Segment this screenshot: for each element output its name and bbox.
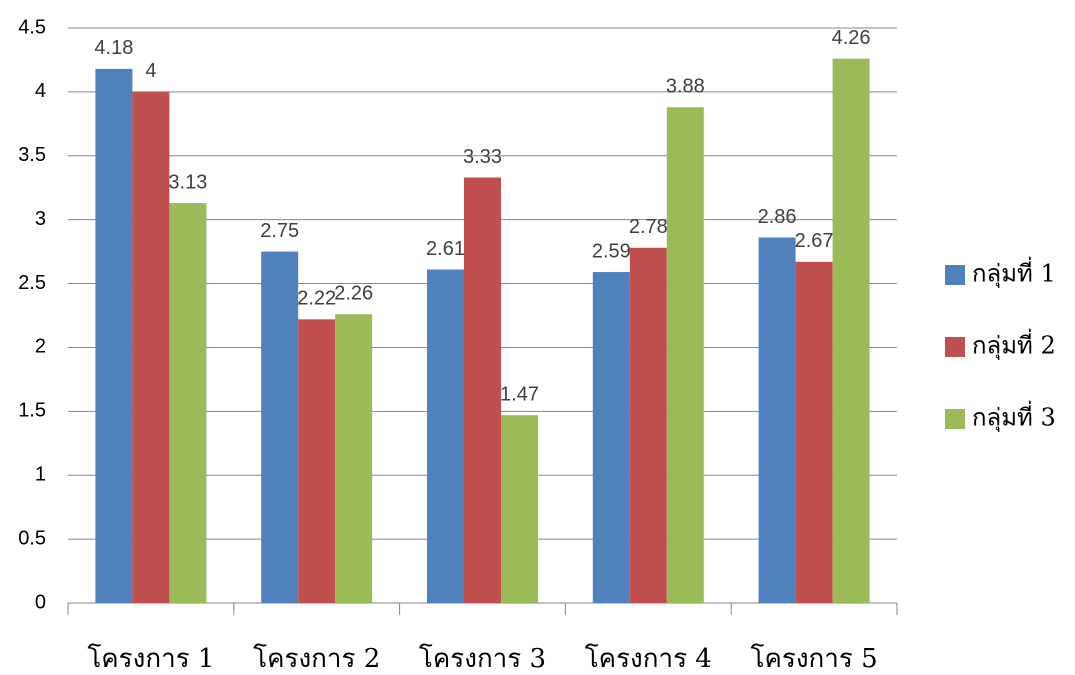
data-label: 2.61 [426,238,465,260]
y-tick-label: 1 [35,464,46,486]
bar [629,247,667,603]
data-label: 1.47 [500,383,539,405]
y-tick-label: 3 [35,208,46,230]
data-label: 2.59 [592,240,631,262]
data-label: 2.22 [297,288,336,310]
data-label: 3.13 [168,171,207,193]
bar [335,314,373,603]
y-tick-label: 0.5 [18,527,46,549]
y-tick-label: 0 [35,591,46,613]
y-tick-label: 4.5 [18,16,46,38]
data-label: 4 [145,60,156,82]
data-label: 2.75 [260,220,299,242]
y-tick-label: 1.5 [18,400,46,422]
bar [427,269,464,603]
x-tick-label: โครงการ 2 [253,643,380,674]
bar [169,203,207,604]
data-label: 3.33 [463,146,502,168]
bar [666,107,704,603]
legend-label: กลุ่มที่ 1 [972,257,1056,289]
x-tick-label: โครงการ 3 [419,643,546,674]
bar [758,237,796,604]
data-label: 4.18 [94,37,133,59]
legend-label: กลุ่มที่ 3 [972,401,1056,433]
data-label: 2.78 [629,216,668,238]
y-tick-label: 4 [35,80,46,102]
data-label: 2.86 [758,206,797,228]
legend-swatch [945,409,965,429]
x-tick-label: โครงการ 5 [751,643,878,674]
data-label: 2.67 [795,230,834,252]
legend-swatch [945,337,965,357]
bar [832,58,870,603]
bar [501,415,538,603]
x-tick-label: โครงการ 4 [585,643,712,674]
data-label: 3.88 [666,76,705,98]
bar [795,261,833,603]
y-tick-label: 3.5 [18,144,46,166]
bar [95,68,133,603]
y-tick-label: 2.5 [18,272,46,294]
bar [132,91,170,603]
bar [464,177,501,603]
bar [261,251,299,603]
x-tick-label: โครงการ 1 [87,643,214,674]
data-label: 2.26 [334,283,373,305]
bar [592,272,630,603]
y-tick-label: 2 [35,336,46,358]
legend-swatch [945,265,965,285]
data-label: 4.26 [832,27,871,49]
legend-label: กลุ่มที่ 2 [972,329,1056,361]
bar [298,319,336,603]
